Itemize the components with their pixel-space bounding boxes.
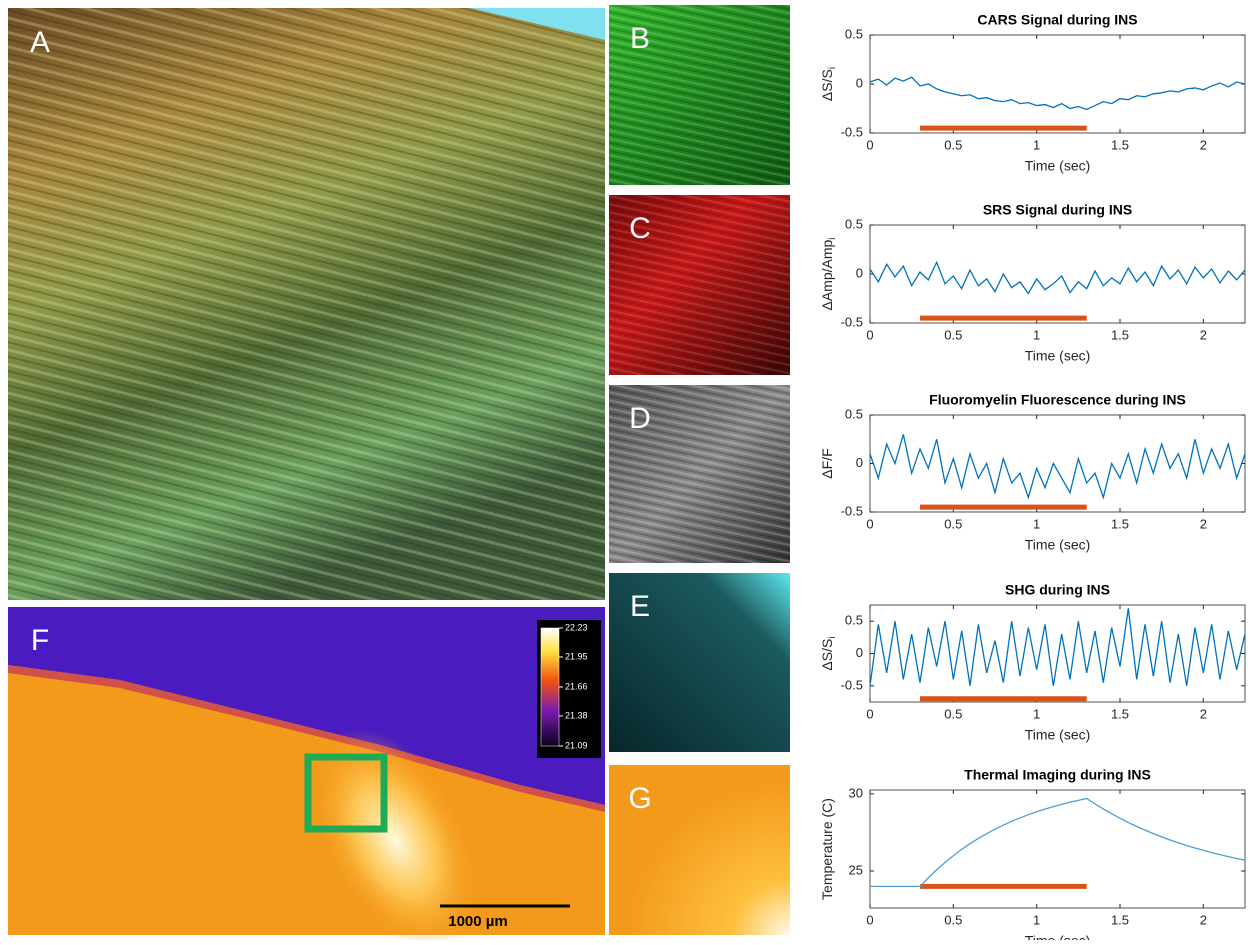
chart-title: SHG during INS (1005, 582, 1110, 598)
y-tick-label: 0.5 (845, 26, 863, 41)
colorbar-tick-label: 21.66 (565, 681, 588, 691)
panel-label: D (629, 402, 651, 435)
x-tick-label: 0 (866, 516, 873, 531)
x-tick-label: 0.5 (944, 516, 962, 531)
x-tick-label: 2 (1200, 327, 1207, 342)
x-tick-label: 1 (1033, 516, 1040, 531)
x-tick-label: 1 (1033, 912, 1040, 927)
panel-label: G (628, 782, 651, 815)
y-axis-label-text: ΔF/F (819, 448, 835, 478)
y-axis-label: ΔS/Si (819, 636, 838, 670)
y-axis-label-subscript: i (827, 67, 838, 69)
colorbar-tick-label: 21.09 (565, 740, 588, 750)
y-axis-label-text: Temperature (C) (819, 798, 835, 900)
colorbar-tick-label: 21.38 (565, 710, 588, 720)
scale-bar-label: 1000 µm (448, 913, 508, 930)
figure: 1000 µm CARS Signal during INS Time (sec)… (0, 0, 1250, 940)
chart-title: CARS Signal during INS (977, 12, 1137, 28)
y-tick-label: 30 (849, 785, 863, 800)
colorbar-tick-label: 22.23 (565, 622, 588, 632)
x-tick-label: 2 (1200, 137, 1207, 152)
chart-title: SRS Signal during INS (983, 202, 1132, 218)
y-axis-label-text: ΔS/S (819, 69, 835, 101)
y-tick-label: 0 (856, 455, 863, 470)
y-tick-label: 25 (849, 862, 863, 877)
y-tick-label: 0.5 (845, 216, 863, 231)
plot-area (870, 605, 1245, 702)
x-tick-label: 1 (1033, 327, 1040, 342)
y-tick-label: 0.5 (845, 406, 863, 421)
panel-label: A (30, 26, 50, 59)
x-tick-label: 0.5 (944, 706, 962, 721)
x-tick-label: 1 (1033, 706, 1040, 721)
x-tick-label: 0 (866, 912, 873, 927)
x-axis-label: Time (sec) (1025, 348, 1091, 364)
x-tick-label: 1.5 (1111, 706, 1129, 721)
y-axis-label: Temperature (C) (819, 798, 835, 900)
y-axis-label-subscript: i (827, 237, 838, 239)
y-axis-label: ΔAmp/Ampi (819, 237, 838, 310)
y-tick-label: -0.5 (841, 314, 863, 329)
x-tick-label: 2 (1200, 912, 1207, 927)
x-tick-label: 0 (866, 327, 873, 342)
y-tick-label: -0.5 (841, 503, 863, 518)
x-tick-label: 2 (1200, 516, 1207, 531)
x-tick-label: 0.5 (944, 137, 962, 152)
y-axis-label-text: ΔAmp/Amp (819, 240, 835, 311)
x-tick-label: 1 (1033, 137, 1040, 152)
x-tick-label: 1.5 (1111, 516, 1129, 531)
panel-f-image: 1000 µm (8, 607, 605, 940)
colorbar-tick-label: 21.95 (565, 651, 588, 661)
plot-area (870, 225, 1245, 323)
panel-label: F (31, 624, 49, 657)
x-axis-label: Time (sec) (1025, 933, 1091, 940)
y-tick-label: -0.5 (841, 677, 863, 692)
x-axis-label: Time (sec) (1025, 537, 1091, 553)
x-axis-label: Time (sec) (1025, 158, 1091, 174)
x-tick-label: 2 (1200, 706, 1207, 721)
y-axis-label-text: ΔS/S (819, 639, 835, 671)
x-tick-label: 1.5 (1111, 137, 1129, 152)
x-tick-label: 0.5 (944, 912, 962, 927)
panel-a-image (8, 8, 605, 600)
panel-label: C (629, 212, 651, 245)
panel-label: E (630, 590, 650, 623)
plot-area (870, 790, 1245, 908)
y-axis-label: ΔS/Si (819, 67, 838, 101)
panel-label: B (630, 22, 650, 55)
y-tick-label: 0 (856, 75, 863, 90)
x-tick-label: 0.5 (944, 327, 962, 342)
y-tick-label: 0.5 (845, 613, 863, 628)
y-tick-label: -0.5 (841, 124, 863, 139)
chart-title: Thermal Imaging during INS (964, 767, 1151, 783)
x-axis-label: Time (sec) (1025, 727, 1091, 743)
x-tick-label: 1.5 (1111, 327, 1129, 342)
x-tick-label: 0 (866, 706, 873, 721)
x-tick-label: 0 (866, 137, 873, 152)
y-tick-label: 0 (856, 265, 863, 280)
y-axis-label-subscript: i (827, 636, 838, 638)
y-axis-label: ΔF/F (819, 448, 835, 478)
chart-title: Fluoromyelin Fluorescence during INS (929, 392, 1186, 408)
y-tick-label: 0 (856, 645, 863, 660)
x-tick-label: 1.5 (1111, 912, 1129, 927)
